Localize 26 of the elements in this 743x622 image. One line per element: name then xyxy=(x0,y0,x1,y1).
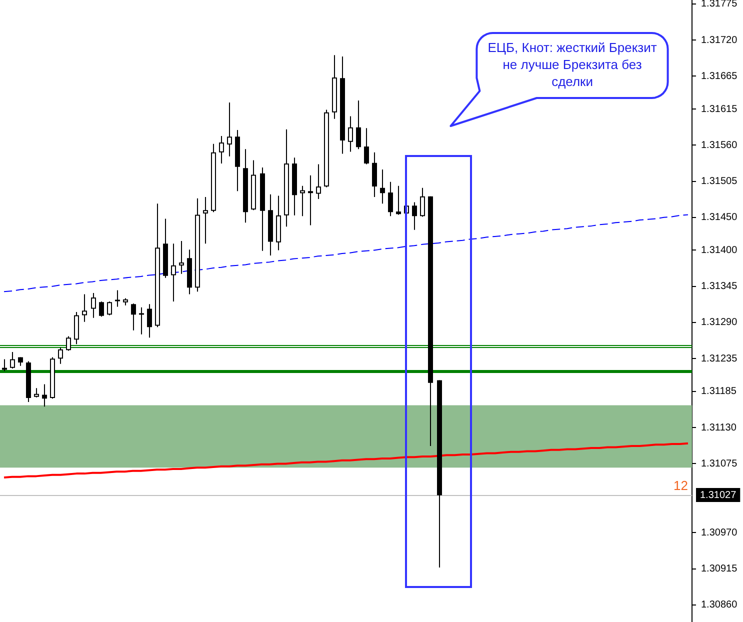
annotation: ЕЦБ, Кнот: жесткий Брекзит не лучше Брекзита без сделки xyxy=(488,40,657,90)
candlestick xyxy=(139,307,144,334)
y-tick-label: 1.31560 xyxy=(701,140,738,151)
y-tick-label: 1.31290 xyxy=(701,317,738,328)
y-tick-label: 1.31720 xyxy=(701,34,738,46)
candlestick xyxy=(179,241,184,274)
y-tick-label: 1.31450 xyxy=(701,212,738,224)
y-tick-label: 1.30970 xyxy=(701,527,738,538)
candlestick xyxy=(396,186,401,215)
y-tick-label: 1.31665 xyxy=(701,70,738,82)
annotation: 12 xyxy=(674,478,688,493)
y-tick-label: 1.31400 xyxy=(701,244,738,256)
y-tick-label: 1.31075 xyxy=(701,458,738,470)
ref-line-label: 1.31027 xyxy=(700,490,737,501)
y-tick-label: 1.31130 xyxy=(701,422,737,434)
y-tick-label: 1.31775 xyxy=(701,0,738,10)
y-tick-label: 1.31615 xyxy=(701,104,738,115)
line-series xyxy=(4,214,688,292)
candlestick xyxy=(203,197,208,244)
y-tick-label: 1.31235 xyxy=(701,353,738,364)
candlestick xyxy=(308,175,313,226)
y-tick-label: 1.31345 xyxy=(701,281,738,292)
y-tick-label: 1.31505 xyxy=(701,176,738,188)
y-tick-label: 1.30860 xyxy=(701,600,738,611)
y-tick-label: 1.30915 xyxy=(701,564,738,575)
y-tick-label: 1.31185 xyxy=(701,386,737,398)
